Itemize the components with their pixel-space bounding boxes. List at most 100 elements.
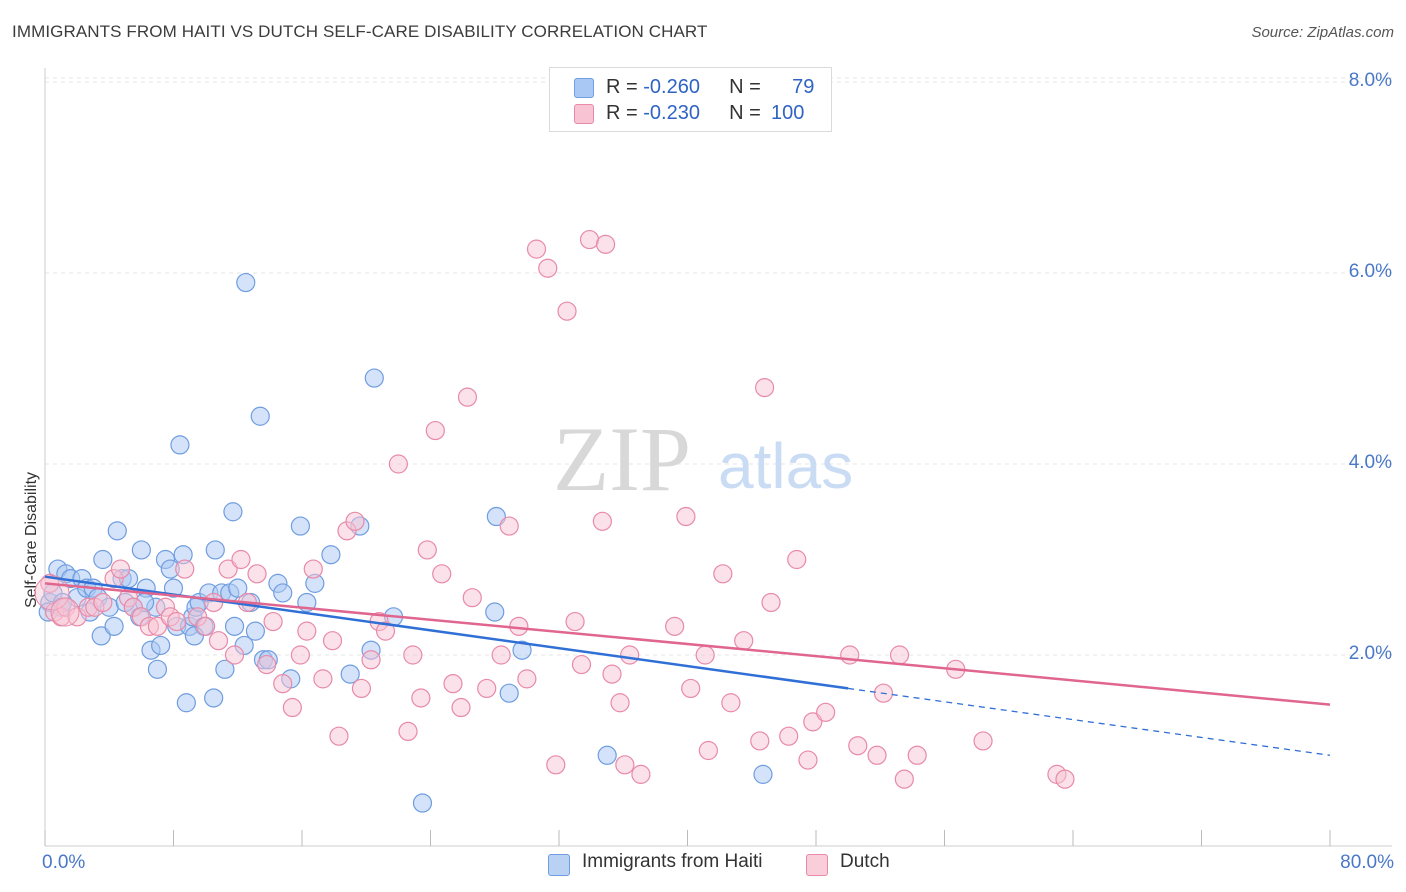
data-point (364, 368, 384, 388)
data-point (398, 721, 418, 742)
data-point (787, 549, 807, 570)
data-point (681, 678, 701, 699)
legend-r-value: -0.260 (643, 76, 700, 98)
data-point (388, 454, 408, 474)
data-point (282, 697, 302, 718)
legend-label-dutch: Dutch (840, 851, 890, 872)
data-point (236, 272, 256, 293)
legend-r-value: -0.230 (643, 102, 700, 124)
data-point (491, 645, 511, 665)
x-tick-max: 80.0% (1340, 852, 1394, 873)
data-point (231, 549, 251, 570)
data-point (110, 559, 131, 579)
data-point (273, 583, 293, 603)
data-point (840, 645, 860, 665)
data-point (329, 726, 349, 746)
y-tick-label: 4.0% (1348, 452, 1392, 473)
data-point (93, 549, 113, 570)
data-point (754, 378, 775, 398)
data-point (816, 702, 836, 722)
data-point (676, 506, 696, 527)
data-point (512, 640, 532, 660)
data-point (107, 521, 127, 541)
data-point (517, 669, 537, 689)
data-point (167, 611, 187, 632)
data-point (411, 688, 431, 708)
data-point (176, 693, 196, 713)
data-point (451, 697, 471, 718)
data-point (615, 755, 635, 775)
data-point (425, 420, 445, 441)
data-point (321, 545, 341, 565)
data-point (485, 602, 505, 622)
legend-r-label: R = (606, 76, 644, 98)
data-point (631, 764, 651, 784)
data-point (204, 592, 224, 613)
data-point (499, 516, 519, 536)
data-point (761, 592, 781, 613)
watermark: ZIP atlas (553, 408, 853, 510)
y-tick-label: 8.0% (1348, 70, 1392, 91)
data-point (477, 678, 497, 699)
data-point (104, 616, 124, 636)
data-point (361, 650, 381, 670)
data-point (620, 645, 640, 665)
y-tick-label: 2.0% (1348, 643, 1392, 664)
data-point (486, 506, 506, 527)
data-point (526, 239, 547, 259)
series-dutch-points (34, 229, 1075, 789)
data-point (750, 731, 770, 751)
legend-swatch-dutch (806, 854, 828, 876)
data-point (175, 559, 195, 579)
data-point (223, 502, 243, 522)
data-point (579, 229, 600, 250)
data-point (250, 406, 270, 426)
data-point (417, 540, 437, 560)
data-point (403, 645, 423, 665)
data-point (163, 578, 184, 598)
data-point (443, 674, 463, 694)
data-point (224, 645, 245, 665)
data-point (196, 616, 216, 636)
data-point (228, 578, 248, 598)
data-point (147, 616, 168, 636)
watermark-zip: ZIP (553, 408, 691, 510)
data-point (273, 674, 293, 694)
axes (44, 68, 1392, 847)
legend-n-value: 79 (792, 76, 815, 98)
data-point (557, 301, 577, 321)
data-point (204, 688, 224, 708)
legend-n-value: 100 (770, 102, 805, 124)
data-point (665, 616, 685, 636)
data-point (734, 631, 754, 651)
data-point (432, 564, 452, 584)
data-point (297, 621, 317, 641)
data-point (303, 559, 323, 579)
legend-swatch-haiti (548, 854, 570, 876)
data-point (247, 564, 267, 584)
data-point (973, 731, 993, 751)
data-point (93, 592, 113, 613)
data-point (889, 645, 910, 665)
data-point (848, 736, 868, 756)
data-point (798, 750, 818, 770)
data-point (205, 540, 225, 560)
data-point (263, 611, 283, 632)
data-point (779, 726, 799, 746)
data-point (257, 654, 277, 675)
data-point (602, 664, 622, 684)
data-point (313, 669, 333, 689)
data-point (290, 516, 310, 536)
data-point (170, 435, 190, 455)
data-point (218, 559, 238, 579)
data-point (462, 588, 482, 608)
data-point (351, 678, 372, 699)
data-point (565, 611, 585, 632)
legend-swatch-dutch (574, 104, 594, 124)
legend-r-label: R = (606, 102, 644, 124)
source-credit: Source: ZipAtlas.com (1251, 24, 1394, 41)
data-point (245, 621, 266, 641)
trend-lines (44, 575, 1331, 756)
data-point (867, 745, 887, 765)
